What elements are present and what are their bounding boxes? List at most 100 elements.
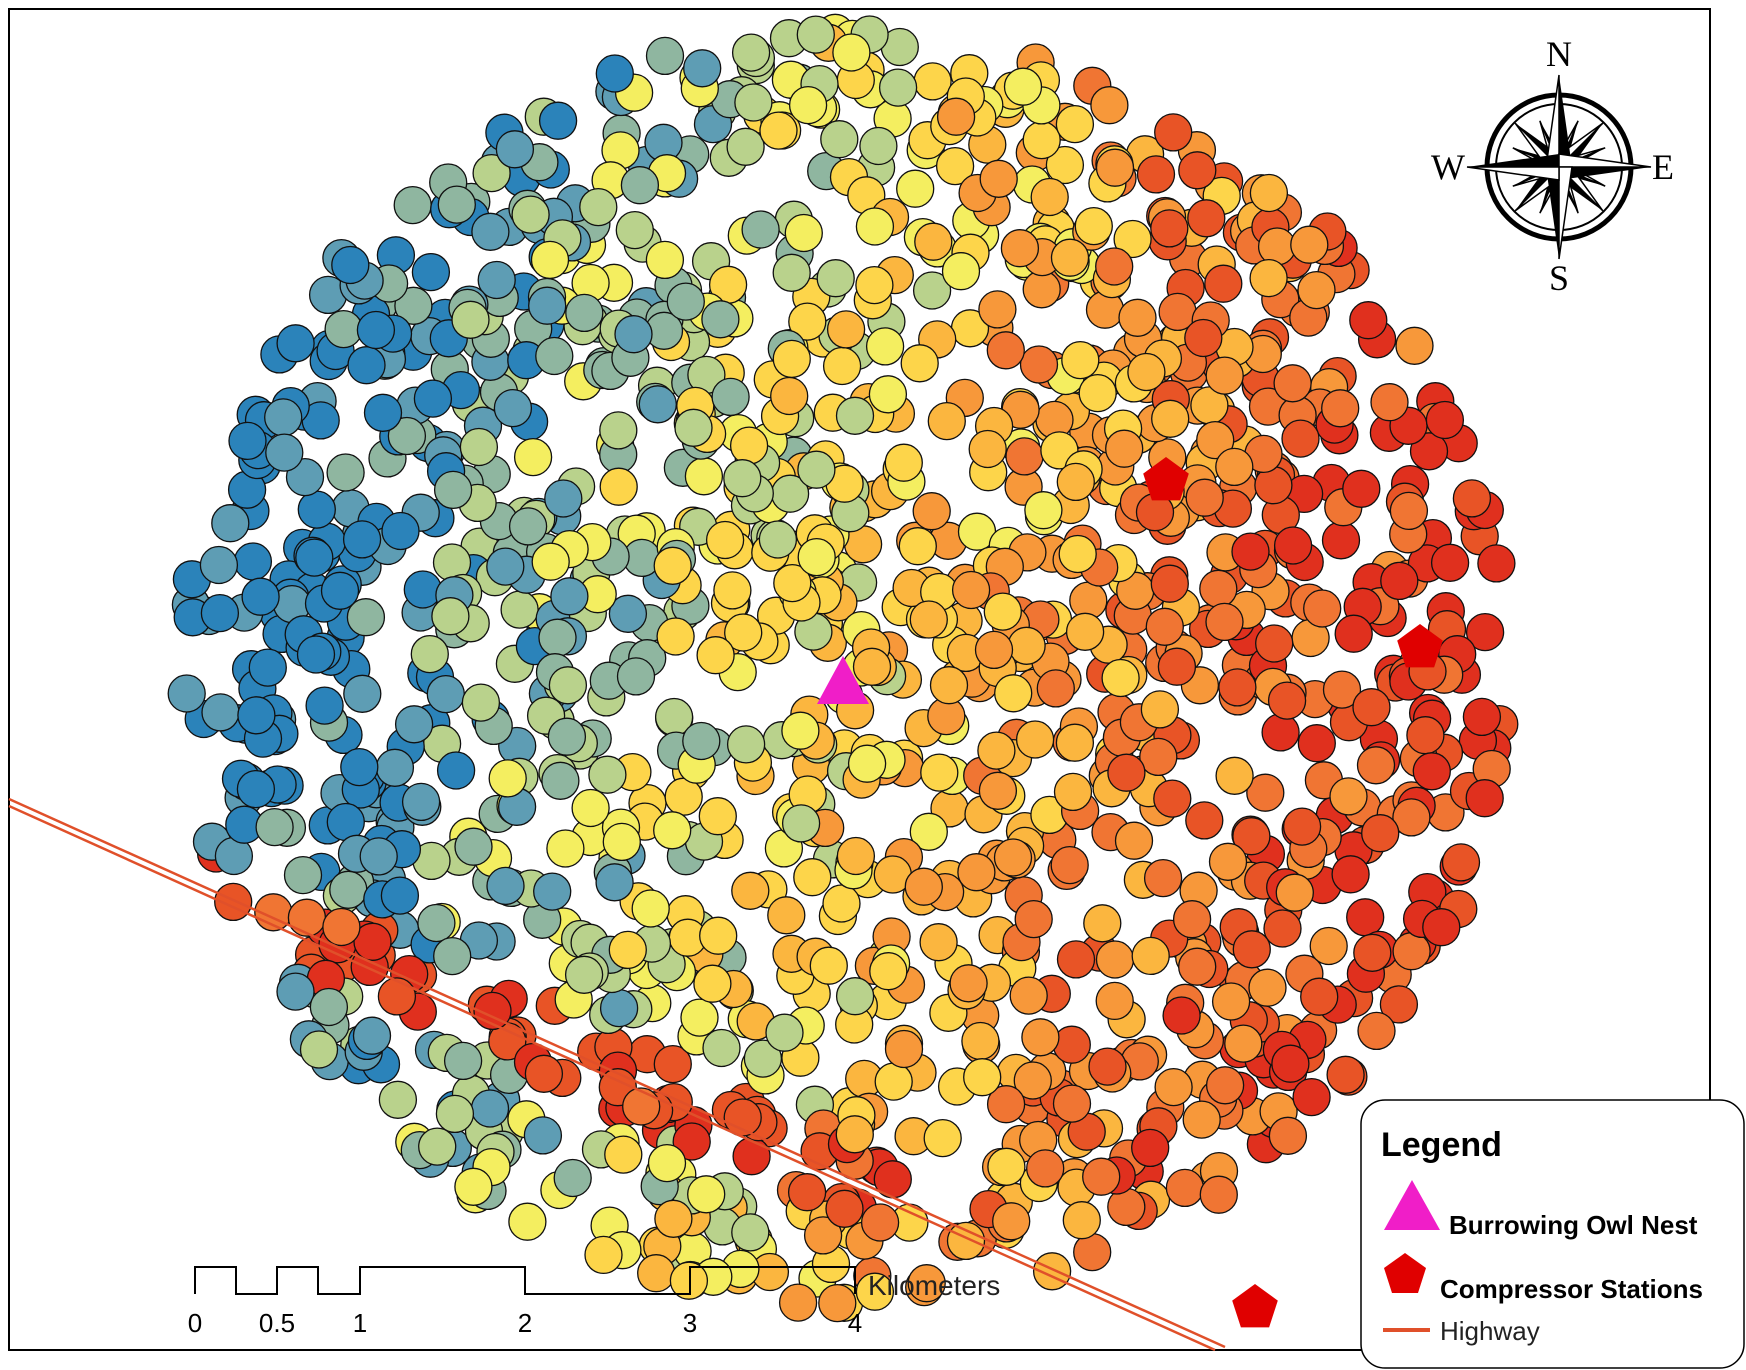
sample-point bbox=[609, 931, 646, 968]
sample-point bbox=[694, 965, 731, 1002]
sample-point bbox=[404, 571, 441, 608]
sample-point bbox=[238, 697, 275, 734]
sample-point bbox=[1330, 778, 1367, 815]
sample-point bbox=[993, 1203, 1030, 1240]
sample-point bbox=[760, 112, 797, 149]
sample-point bbox=[728, 726, 765, 763]
sample-point bbox=[1269, 1117, 1306, 1154]
sample-point bbox=[496, 131, 533, 168]
sample-point bbox=[432, 598, 469, 635]
sample-point bbox=[534, 873, 571, 910]
sample-point bbox=[403, 783, 440, 820]
sample-point bbox=[899, 528, 936, 565]
sample-point bbox=[1057, 463, 1094, 500]
sample-point bbox=[1393, 933, 1430, 970]
sample-point bbox=[378, 978, 415, 1015]
sample-point bbox=[856, 208, 893, 245]
sample-point bbox=[810, 947, 847, 984]
compass-north: N bbox=[1546, 34, 1572, 74]
sample-point bbox=[984, 593, 1021, 630]
sample-point bbox=[826, 1190, 863, 1227]
sample-point bbox=[348, 347, 385, 384]
sample-point bbox=[724, 460, 761, 497]
sample-point bbox=[733, 34, 770, 71]
sample-point bbox=[1091, 87, 1128, 124]
sample-point bbox=[1250, 175, 1287, 212]
sample-point bbox=[1350, 302, 1387, 339]
sample-point bbox=[1108, 754, 1145, 791]
sample-point bbox=[354, 1017, 391, 1054]
sample-point bbox=[1128, 354, 1165, 391]
sample-point bbox=[548, 718, 585, 755]
sample-point bbox=[1155, 1069, 1192, 1106]
sample-point bbox=[202, 694, 239, 731]
sample-point bbox=[1037, 670, 1074, 707]
sample-point bbox=[549, 667, 586, 704]
sample-point bbox=[1269, 682, 1306, 719]
sample-point bbox=[849, 745, 886, 782]
sample-point bbox=[357, 312, 394, 349]
sample-point bbox=[731, 427, 768, 464]
sample-point bbox=[995, 839, 1032, 876]
sample-point bbox=[277, 325, 314, 362]
sample-point bbox=[780, 1284, 817, 1321]
sample-point bbox=[1132, 937, 1169, 974]
sample-point bbox=[684, 50, 721, 87]
sample-point bbox=[1232, 533, 1269, 570]
sample-point bbox=[856, 267, 893, 304]
sample-point bbox=[545, 480, 582, 517]
sample-point bbox=[1310, 928, 1347, 965]
sample-point bbox=[1158, 648, 1195, 685]
sample-point bbox=[327, 454, 364, 491]
sample-point bbox=[1407, 717, 1444, 754]
sample-point bbox=[1207, 1067, 1244, 1104]
sample-point bbox=[837, 838, 874, 875]
sample-point bbox=[1225, 1025, 1262, 1062]
sample-point bbox=[979, 772, 1016, 809]
sample-point bbox=[249, 649, 286, 686]
sample-point bbox=[1097, 149, 1134, 186]
sample-point bbox=[539, 619, 576, 656]
sample-point bbox=[969, 431, 1006, 468]
sample-point bbox=[376, 749, 413, 786]
scale-label: 2 bbox=[518, 1308, 532, 1338]
scale-label: 4 bbox=[848, 1308, 862, 1338]
sample-point bbox=[685, 458, 722, 495]
sample-point bbox=[905, 868, 942, 905]
sample-point bbox=[980, 160, 1017, 197]
sample-point bbox=[1249, 969, 1286, 1006]
sample-point bbox=[288, 899, 325, 936]
sample-point bbox=[1119, 299, 1156, 336]
sample-point bbox=[1206, 603, 1243, 640]
sample-point bbox=[1323, 522, 1360, 559]
scale-label: 3 bbox=[683, 1308, 697, 1338]
sample-point bbox=[785, 215, 822, 252]
sample-point bbox=[201, 595, 238, 632]
sample-point bbox=[600, 412, 637, 449]
sample-point bbox=[897, 170, 934, 207]
sample-point bbox=[532, 241, 569, 278]
sample-point bbox=[632, 890, 669, 927]
sample-point bbox=[869, 376, 906, 413]
sample-point bbox=[596, 55, 633, 92]
sample-point bbox=[794, 859, 831, 896]
sample-point bbox=[600, 468, 637, 505]
sample-point bbox=[1163, 997, 1200, 1034]
sample-point bbox=[242, 578, 279, 615]
sample-point bbox=[411, 636, 448, 673]
sample-point bbox=[1188, 200, 1225, 237]
sample-point bbox=[862, 1204, 899, 1241]
scale-label: 1 bbox=[353, 1308, 367, 1338]
sample-point bbox=[212, 505, 249, 542]
sample-point bbox=[615, 316, 652, 353]
sample-point bbox=[265, 399, 302, 436]
scale-label: 0 bbox=[188, 1308, 202, 1338]
sample-point bbox=[394, 187, 431, 224]
sample-point bbox=[1140, 738, 1177, 775]
sample-point bbox=[554, 1160, 591, 1197]
sample-point bbox=[1075, 208, 1112, 245]
sample-point bbox=[833, 34, 870, 71]
sample-point bbox=[1213, 983, 1250, 1020]
sample-point bbox=[1381, 562, 1418, 599]
sample-point bbox=[714, 572, 751, 609]
